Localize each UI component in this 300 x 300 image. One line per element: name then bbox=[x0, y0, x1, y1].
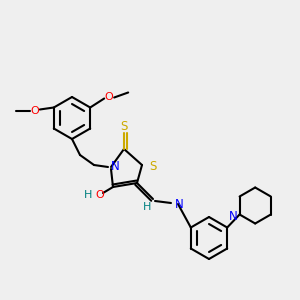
Text: H: H bbox=[84, 190, 92, 200]
Text: S: S bbox=[149, 160, 156, 173]
Text: N: N bbox=[111, 160, 120, 173]
Text: S: S bbox=[120, 121, 128, 134]
Text: O: O bbox=[30, 106, 39, 116]
Text: O: O bbox=[105, 92, 114, 103]
Text: N: N bbox=[229, 210, 238, 223]
Text: H: H bbox=[143, 202, 151, 212]
Text: N: N bbox=[175, 197, 184, 211]
Text: O: O bbox=[96, 190, 104, 200]
